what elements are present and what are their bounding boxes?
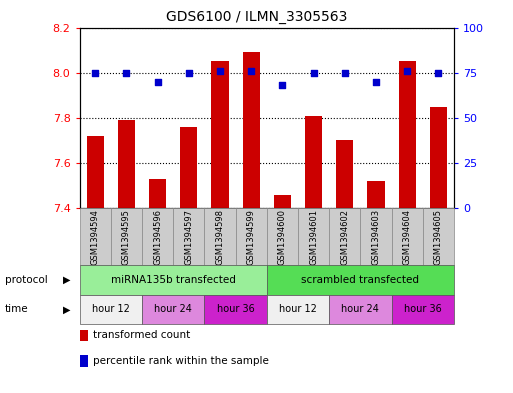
Bar	[367, 181, 385, 208]
Text: scrambled transfected: scrambled transfected	[301, 275, 420, 285]
Bar	[430, 107, 447, 208]
Bar	[329, 295, 391, 324]
Bar	[423, 208, 454, 265]
Bar	[399, 61, 416, 208]
Bar	[329, 208, 360, 265]
Bar	[267, 295, 329, 324]
Point	[341, 70, 349, 76]
Bar	[80, 265, 267, 295]
Text: hour 36: hour 36	[216, 305, 254, 314]
Bar	[80, 355, 88, 367]
Bar	[298, 208, 329, 265]
Text: ▶: ▶	[63, 305, 70, 314]
Text: GSM1394597: GSM1394597	[184, 209, 193, 265]
Bar	[243, 52, 260, 208]
Text: GSM1394596: GSM1394596	[153, 209, 162, 265]
Bar	[87, 136, 104, 208]
Bar	[204, 208, 235, 265]
Text: hour 12: hour 12	[279, 305, 317, 314]
Text: GSM1394594: GSM1394594	[91, 209, 100, 265]
Text: GDS6100 / ILMN_3305563: GDS6100 / ILMN_3305563	[166, 10, 347, 24]
Bar	[142, 295, 204, 324]
Bar	[118, 120, 135, 208]
Text: GSM1394604: GSM1394604	[403, 209, 412, 265]
Text: protocol: protocol	[5, 275, 48, 285]
Point	[122, 70, 130, 76]
Bar	[360, 208, 391, 265]
Text: ▶: ▶	[63, 275, 70, 285]
Bar	[111, 208, 142, 265]
Text: hour 24: hour 24	[154, 305, 192, 314]
Bar	[204, 295, 267, 324]
Text: GSM1394595: GSM1394595	[122, 209, 131, 265]
Point	[403, 68, 411, 74]
Bar	[391, 295, 454, 324]
Point	[372, 79, 380, 85]
Text: GSM1394598: GSM1394598	[215, 209, 225, 265]
Bar	[80, 295, 142, 324]
Bar	[235, 208, 267, 265]
Bar	[305, 116, 322, 208]
Text: miRNA135b transfected: miRNA135b transfected	[111, 275, 235, 285]
Bar	[80, 330, 88, 341]
Point	[247, 68, 255, 74]
Text: GSM1394603: GSM1394603	[371, 209, 381, 265]
Text: GSM1394602: GSM1394602	[340, 209, 349, 265]
Text: percentile rank within the sample: percentile rank within the sample	[93, 356, 268, 366]
Bar	[180, 127, 198, 208]
Text: hour 12: hour 12	[92, 305, 130, 314]
Point	[216, 68, 224, 74]
Text: hour 36: hour 36	[404, 305, 442, 314]
Bar	[149, 179, 166, 208]
Text: time: time	[5, 305, 29, 314]
Bar	[80, 208, 111, 265]
Text: hour 24: hour 24	[342, 305, 379, 314]
Bar	[142, 208, 173, 265]
Text: transformed count: transformed count	[93, 331, 190, 340]
Bar	[267, 208, 298, 265]
Point	[91, 70, 99, 76]
Text: GSM1394601: GSM1394601	[309, 209, 318, 265]
Bar	[173, 208, 204, 265]
Point	[153, 79, 162, 85]
Text: GSM1394599: GSM1394599	[247, 209, 255, 265]
Bar	[267, 265, 454, 295]
Point	[435, 70, 443, 76]
Point	[278, 82, 286, 88]
Bar	[336, 141, 353, 208]
Point	[309, 70, 318, 76]
Text: GSM1394605: GSM1394605	[434, 209, 443, 265]
Point	[185, 70, 193, 76]
Bar	[274, 195, 291, 208]
Bar	[391, 208, 423, 265]
Text: GSM1394600: GSM1394600	[278, 209, 287, 265]
Bar	[211, 61, 228, 208]
